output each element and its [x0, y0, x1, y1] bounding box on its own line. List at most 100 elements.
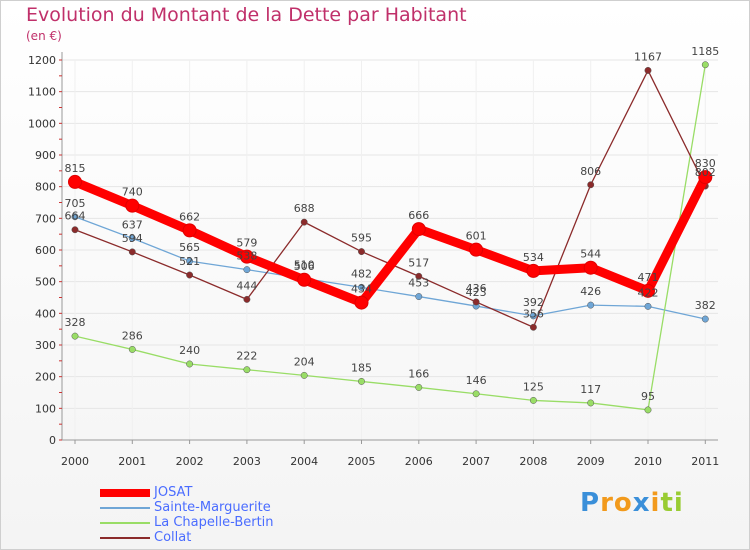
data-label: 1167 — [634, 50, 662, 63]
data-label: 595 — [351, 232, 372, 245]
data-point — [71, 226, 79, 234]
data-label: 664 — [65, 210, 86, 223]
data-label: 471 — [638, 271, 659, 284]
x-tick-label: 2009 — [577, 455, 605, 468]
data-point — [300, 218, 308, 226]
y-tick-label: 1200 — [28, 54, 56, 67]
data-label: 392 — [523, 296, 544, 309]
x-tick-label: 2001 — [118, 455, 146, 468]
data-point — [300, 371, 308, 379]
y-tick-label: 400 — [35, 307, 56, 320]
data-label: 482 — [351, 267, 372, 280]
data-point — [526, 263, 541, 278]
data-point — [71, 213, 79, 221]
data-label: 125 — [523, 380, 544, 393]
data-label: 579 — [236, 237, 257, 250]
x-tick-label: 2007 — [462, 455, 490, 468]
data-point — [701, 61, 709, 69]
data-label: 534 — [523, 251, 544, 264]
data-label: 637 — [122, 218, 143, 231]
data-label: 815 — [65, 162, 86, 175]
data-point — [182, 223, 197, 238]
data-label: 662 — [179, 210, 200, 223]
legend-swatch — [100, 488, 150, 497]
chart-legend: JOSAT Sainte-Marguerite La Chapelle-Bertin… — [100, 485, 274, 545]
data-label: 806 — [580, 165, 601, 178]
y-tick-label: 700 — [35, 212, 56, 225]
data-point — [128, 345, 136, 353]
data-label: 117 — [580, 383, 601, 396]
data-label: 802 — [695, 166, 716, 179]
y-tick-label: 0 — [49, 434, 56, 447]
data-point — [243, 366, 251, 374]
series-line-la-chapelle-bertin — [74, 64, 706, 411]
y-tick-label: 100 — [35, 402, 56, 415]
data-point — [641, 283, 655, 298]
x-tick-label: 2000 — [61, 455, 89, 468]
legend-item: Sainte-Marguerite — [100, 500, 274, 515]
data-label: 222 — [236, 350, 257, 363]
y-tick-label: 800 — [35, 181, 56, 194]
data-label: 240 — [179, 344, 200, 357]
data-point — [411, 222, 426, 237]
legend-swatch — [100, 506, 150, 509]
data-label: 830 — [695, 157, 716, 170]
data-point — [354, 295, 369, 310]
data-label: 436 — [466, 282, 487, 295]
data-point — [125, 198, 140, 213]
legend-item: JOSAT — [100, 485, 274, 500]
y-tick-label: 900 — [35, 149, 56, 162]
data-label: 601 — [466, 230, 487, 243]
data-point — [472, 390, 480, 398]
chart-title: Evolution du Montant de la Dette par Hab… — [26, 4, 467, 26]
legend-label: Sainte-Marguerite — [154, 500, 271, 515]
data-point — [529, 323, 537, 331]
data-label: 434 — [351, 283, 372, 296]
data-point — [243, 266, 251, 274]
x-tick-label: 2003 — [233, 455, 261, 468]
data-label: 286 — [122, 329, 143, 342]
data-label: 95 — [641, 390, 655, 403]
data-point — [587, 301, 595, 309]
legend-label: La Chapelle-Bertin — [154, 515, 274, 530]
data-label: 565 — [179, 241, 200, 254]
data-label: 422 — [638, 286, 659, 299]
data-point — [701, 315, 709, 323]
data-label: 666 — [408, 209, 429, 222]
data-point — [186, 360, 194, 368]
legend-item: La Chapelle-Bertin — [100, 515, 274, 530]
data-point — [472, 298, 480, 306]
x-tick-label: 2005 — [348, 455, 376, 468]
x-tick-label: 2002 — [176, 455, 204, 468]
x-tick-label: 2008 — [519, 455, 547, 468]
series-line-sainte-marguerite — [74, 216, 706, 320]
y-tick-label: 1100 — [28, 86, 56, 99]
x-tick-label: 2004 — [290, 455, 318, 468]
data-point — [529, 396, 537, 404]
data-point — [239, 249, 254, 264]
data-label: 382 — [695, 299, 716, 312]
data-label: 453 — [408, 277, 429, 290]
data-label: 423 — [466, 286, 487, 299]
y-tick-label: 600 — [35, 244, 56, 257]
data-point — [415, 293, 423, 300]
data-point — [644, 406, 652, 414]
data-point — [587, 399, 595, 407]
data-point — [469, 242, 484, 257]
legend-swatch — [100, 536, 150, 539]
data-point — [186, 271, 194, 279]
legend-swatch — [100, 521, 150, 524]
data-label: 166 — [408, 367, 429, 380]
legend-item: Collat — [100, 530, 274, 545]
data-point — [415, 272, 423, 280]
data-point — [698, 170, 713, 185]
data-label: 426 — [580, 285, 601, 298]
data-label: 705 — [65, 197, 86, 210]
legend-label: Collat — [154, 530, 192, 545]
y-tick-label: 500 — [35, 276, 56, 289]
data-label: 444 — [236, 279, 257, 292]
data-point — [415, 383, 423, 391]
data-label: 506 — [294, 260, 315, 273]
data-label: 544 — [580, 248, 601, 261]
